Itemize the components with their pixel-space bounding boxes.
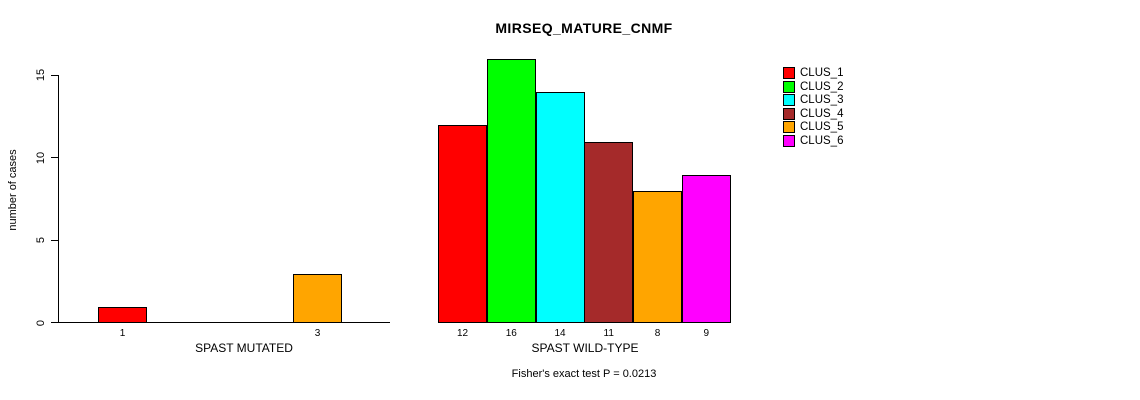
legend-row-clus_2: CLUS_2 <box>783 80 844 93</box>
legend-label-clus_4: CLUS_4 <box>800 107 844 120</box>
bar-value-label-spast-wild-type-clus_4: 11 <box>603 328 614 339</box>
fisher-test-footnote: Fisher's exact test P = 0.0213 <box>511 368 657 380</box>
bar-value-label-spast-wild-type-clus_6: 9 <box>703 328 710 339</box>
legend-swatch-clus_3 <box>783 94 795 106</box>
bar-value-label-spast-mutated-clus_5: 3 <box>314 328 321 339</box>
legend-label-clus_2: CLUS_2 <box>800 80 844 93</box>
bar-spast-wild-type-clus_5 <box>633 191 682 323</box>
legend-row-clus_6: CLUS_6 <box>783 134 844 147</box>
bar-spast-wild-type-clus_4 <box>584 141 634 323</box>
legend-row-clus_3: CLUS_3 <box>783 94 843 106</box>
legend-row-clus_1: CLUS_1 <box>783 67 843 79</box>
bar-spast-wild-type-clus_3 <box>535 92 585 323</box>
group-label-spast-wild-type: SPAST WILD-TYPE <box>531 341 639 355</box>
y-axis-tick-5 <box>51 239 59 241</box>
x-axis-line-mutated <box>58 322 390 323</box>
bar-value-label-spast-mutated-clus_1: 1 <box>119 328 126 339</box>
bar-spast-wild-type-clus_2 <box>486 59 536 323</box>
legend-row-clus_5: CLUS_5 <box>783 121 843 133</box>
bar-spast-wild-type-clus_1 <box>438 125 487 323</box>
y-axis-label: number of cases <box>7 149 19 231</box>
y-axis-tick-15 <box>51 74 59 76</box>
bar-value-label-spast-wild-type-clus_1: 12 <box>456 328 469 339</box>
bar-spast-mutated-clus_5 <box>293 273 342 323</box>
bar-value-label-spast-wild-type-clus_5: 8 <box>654 328 661 339</box>
y-axis-tick-label-10: 10 <box>35 151 47 164</box>
legend-label-clus_3: CLUS_3 <box>800 94 844 106</box>
legend-label-clus_5: CLUS_5 <box>800 121 844 133</box>
legend-swatch-clus_1 <box>783 67 795 79</box>
bar-spast-wild-type-clus_6 <box>681 174 731 323</box>
bar-value-label-spast-wild-type-clus_3: 14 <box>554 328 566 339</box>
y-axis-tick-10 <box>51 157 59 158</box>
legend: CLUS_1 CLUS_2 CLUS_3 CLUS_4 CLUS_5 CLUS_6 <box>783 67 873 157</box>
y-axis-tick-label-0: 0 <box>35 319 47 326</box>
y-axis-tick-0 <box>51 322 59 323</box>
legend-label-clus_1: CLUS_1 <box>800 67 844 79</box>
legend-label-clus_6: CLUS_6 <box>800 134 844 147</box>
chart-title: MIRSEQ_MATURE_CNMF <box>495 20 673 36</box>
group-label-spast-mutated: SPAST MUTATED <box>195 341 293 355</box>
legend-swatch-clus_4 <box>783 107 795 120</box>
legend-row-clus_4: CLUS_4 <box>783 107 844 120</box>
legend-swatch-clus_2 <box>783 80 795 93</box>
y-axis-line <box>58 75 59 323</box>
y-axis-tick-label-15: 15 <box>35 68 47 82</box>
legend-swatch-clus_5 <box>783 121 795 133</box>
bar-spast-mutated-clus_1 <box>98 306 147 323</box>
legend-swatch-clus_6 <box>783 134 795 147</box>
bar-value-label-spast-wild-type-clus_2: 16 <box>505 328 517 339</box>
y-axis-tick-label-5: 5 <box>35 236 47 244</box>
